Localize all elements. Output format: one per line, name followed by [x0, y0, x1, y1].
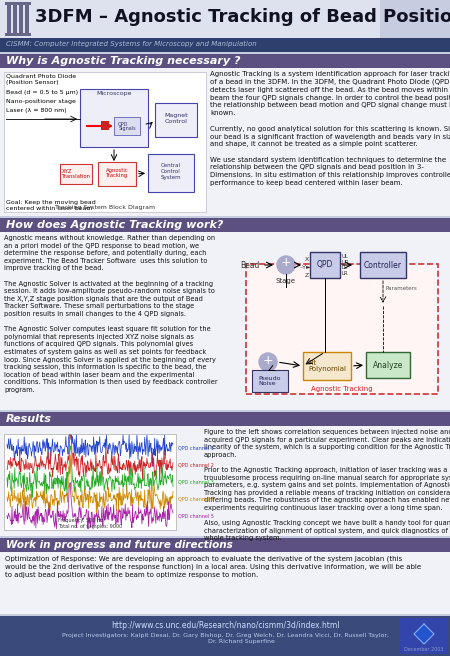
Text: Bead: Bead — [240, 260, 259, 270]
Bar — [155, 103, 197, 137]
Text: Frequency: 500 Hz
Total no. of samples: 9000: Frequency: 500 Hz Total no. of samples: … — [58, 518, 122, 529]
Text: Microscope: Microscope — [96, 91, 132, 96]
Bar — [4, 72, 206, 212]
Bar — [4, 434, 176, 530]
Bar — [0, 616, 450, 656]
Bar — [400, 618, 448, 654]
Text: Agnostic means without knowledge. Rather than depending on
an a priori model of : Agnostic means without knowledge. Rather… — [4, 235, 218, 393]
Text: Fit
Polynomial: Fit Polynomial — [308, 359, 346, 372]
Bar — [148, 154, 194, 192]
Bar — [5, 2, 31, 5]
Polygon shape — [414, 624, 434, 644]
Text: Quadrant Photo Diode
(Position Sensor): Quadrant Photo Diode (Position Sensor) — [6, 74, 76, 85]
Bar — [25, 5, 29, 33]
Text: QPD channel 4: QPD channel 4 — [178, 497, 214, 502]
Text: Agnostic
Tracking: Agnostic Tracking — [106, 168, 128, 178]
Text: X: X — [305, 257, 309, 262]
Text: Figure to the left shows correlation sequences between injected noise and
acquir: Figure to the left shows correlation seq… — [204, 429, 450, 541]
Text: 3DFM – Agnostic Tracking of Bead Position: 3DFM – Agnostic Tracking of Bead Positio… — [35, 8, 450, 26]
Text: XYZ
Translation: XYZ Translation — [62, 169, 90, 179]
Bar — [366, 352, 410, 378]
Bar — [0, 232, 450, 410]
Text: +: + — [263, 354, 273, 367]
Bar — [0, 0, 450, 52]
Text: Parameters: Parameters — [385, 285, 417, 291]
Text: Analyze: Analyze — [373, 361, 403, 369]
Text: QPD: QPD — [317, 260, 333, 270]
Bar — [101, 121, 109, 130]
Bar — [380, 0, 450, 38]
Text: Controller: Controller — [364, 260, 402, 270]
Text: Tracking System Block Diagram: Tracking System Block Diagram — [55, 205, 155, 210]
Bar — [252, 370, 288, 392]
Bar — [19, 5, 23, 33]
Text: –Y►: –Y► — [300, 265, 312, 270]
Circle shape — [259, 353, 277, 371]
Text: Work in progress and future directions: Work in progress and future directions — [6, 540, 233, 550]
Text: Project Investigators: Kalpit Desai, Dr. Gary Bishop, Dr. Greg Welch, Dr. Leandr: Project Investigators: Kalpit Desai, Dr.… — [62, 633, 388, 644]
Bar — [114, 117, 140, 135]
Bar — [98, 162, 136, 186]
Text: Stage: Stage — [276, 278, 296, 284]
Circle shape — [277, 256, 295, 274]
Text: QPD channel 2: QPD channel 2 — [178, 462, 214, 467]
Text: QPD channel 3: QPD channel 3 — [178, 480, 214, 485]
Text: Bead (d = 0.5 to 5 μm): Bead (d = 0.5 to 5 μm) — [6, 90, 78, 95]
Bar — [0, 218, 450, 232]
Text: +: + — [281, 256, 291, 270]
Text: Agnostic Tracking is a system identification approach for laser tracking
of a be: Agnostic Tracking is a system identifica… — [210, 71, 450, 186]
Bar — [0, 412, 450, 426]
Text: Central
Control
System: Central Control System — [161, 163, 181, 180]
Text: Z: Z — [305, 273, 309, 278]
Text: Why is Agnostic Tracking necessary ?: Why is Agnostic Tracking necessary ? — [6, 56, 240, 66]
Bar — [303, 352, 351, 380]
Text: CISMM: Computer Integrated Systems for Microscopy and Manipulation: CISMM: Computer Integrated Systems for M… — [6, 41, 257, 47]
Text: December 2003: December 2003 — [404, 647, 444, 652]
Bar — [80, 89, 148, 147]
Text: How does Agnostic Tracking work?: How does Agnostic Tracking work? — [6, 220, 223, 230]
Bar — [310, 252, 340, 278]
Text: QPD channel 1: QPD channel 1 — [178, 445, 214, 450]
Text: QPD channel 5: QPD channel 5 — [178, 514, 214, 519]
Bar — [7, 5, 11, 33]
Text: Results: Results — [6, 414, 52, 424]
Text: Agnostic Tracking: Agnostic Tracking — [311, 386, 373, 392]
Text: Pseudo
Noise: Pseudo Noise — [259, 376, 281, 386]
Text: Goal: Keep the moving bead
centered within laser beam: Goal: Keep the moving bead centered with… — [6, 200, 96, 211]
Text: Nano-positioner stage: Nano-positioner stage — [6, 99, 76, 104]
Bar — [60, 164, 92, 184]
Bar — [5, 33, 31, 36]
Text: UL
UR
LL
LR: UL UR LL LR — [342, 254, 350, 276]
Bar — [0, 538, 450, 552]
Text: Laser (λ ≈ 800 nm): Laser (λ ≈ 800 nm) — [6, 108, 67, 113]
Bar — [0, 68, 450, 216]
Bar — [13, 5, 17, 33]
Bar — [360, 252, 406, 278]
Text: http://www.cs.unc.edu/Research/nano/cismm/3d/index.html: http://www.cs.unc.edu/Research/nano/cism… — [111, 621, 339, 630]
Bar — [0, 38, 450, 52]
Text: QPD
Signals: QPD Signals — [118, 121, 136, 131]
Text: Magnet
Control: Magnet Control — [164, 113, 188, 124]
Bar — [246, 264, 438, 394]
Bar — [0, 54, 450, 68]
Bar — [0, 426, 450, 536]
Text: Optimization of Response: We are developing an approach to evaluate the derivati: Optimization of Response: We are develop… — [5, 555, 421, 577]
Bar — [0, 552, 450, 614]
